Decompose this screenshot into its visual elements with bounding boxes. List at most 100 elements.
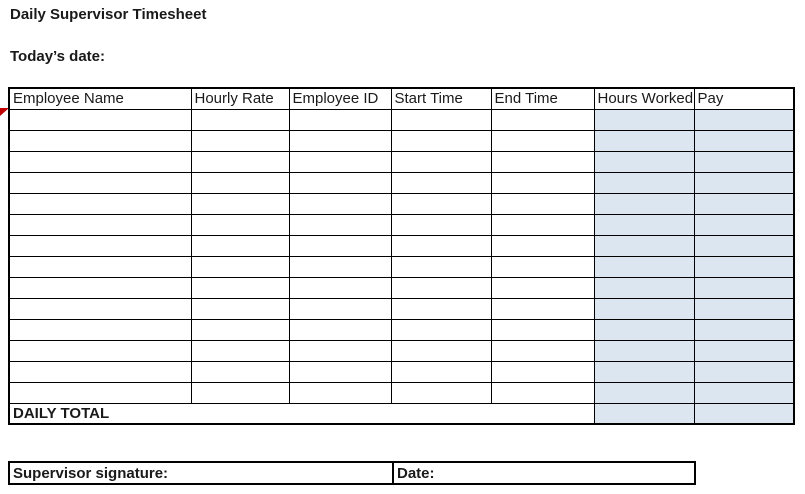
pay-cell[interactable] xyxy=(693,276,795,299)
employee-name-cell[interactable] xyxy=(8,318,192,341)
start-time-cell[interactable] xyxy=(390,276,492,299)
pay-cell[interactable] xyxy=(693,150,795,173)
hours-worked-cell[interactable] xyxy=(593,360,695,383)
hours-worked-cell[interactable] xyxy=(593,129,695,152)
start-time-cell[interactable] xyxy=(390,108,492,131)
end-time-cell[interactable] xyxy=(490,381,595,404)
employee-id-cell[interactable] xyxy=(288,360,392,383)
pay-cell[interactable] xyxy=(693,234,795,257)
hours-worked-cell[interactable] xyxy=(593,171,695,194)
end-time-cell[interactable] xyxy=(490,234,595,257)
employee-id-cell[interactable] xyxy=(288,255,392,278)
start-time-cell[interactable] xyxy=(390,255,492,278)
employee-id-cell[interactable] xyxy=(288,339,392,362)
end-time-cell[interactable] xyxy=(490,276,595,299)
employee-id-cell[interactable] xyxy=(288,213,392,236)
employee-id-cell[interactable] xyxy=(288,318,392,341)
employee-id-cell[interactable] xyxy=(288,108,392,131)
employee-name-cell[interactable] xyxy=(8,108,192,131)
end-time-cell[interactable] xyxy=(490,255,595,278)
pay-cell[interactable] xyxy=(693,171,795,194)
start-time-cell[interactable] xyxy=(390,150,492,173)
end-time-cell[interactable] xyxy=(490,171,595,194)
hours-worked-cell[interactable] xyxy=(593,318,695,341)
hours-worked-cell[interactable] xyxy=(593,150,695,173)
pay-cell[interactable] xyxy=(693,381,795,404)
employee-id-cell[interactable] xyxy=(288,150,392,173)
pay-cell[interactable] xyxy=(693,192,795,215)
employee-name-cell[interactable] xyxy=(8,381,192,404)
hourly-rate-cell[interactable] xyxy=(190,276,290,299)
hourly-rate-cell[interactable] xyxy=(190,108,290,131)
hourly-rate-cell[interactable] xyxy=(190,360,290,383)
employee-name-cell[interactable] xyxy=(8,213,192,236)
start-time-cell[interactable] xyxy=(390,381,492,404)
supervisor-signature-cell[interactable]: Supervisor signature: xyxy=(8,461,394,485)
hourly-rate-cell[interactable] xyxy=(190,318,290,341)
employee-name-cell[interactable] xyxy=(8,360,192,383)
pay-cell[interactable] xyxy=(693,108,795,131)
pay-cell[interactable] xyxy=(693,297,795,320)
daily-total-hours-worked-cell[interactable] xyxy=(593,402,695,424)
hourly-rate-cell[interactable] xyxy=(190,234,290,257)
employee-name-cell[interactable] xyxy=(8,150,192,173)
employee-id-cell[interactable] xyxy=(288,192,392,215)
hours-worked-cell[interactable] xyxy=(593,381,695,404)
start-time-cell[interactable] xyxy=(390,360,492,383)
employee-id-cell[interactable] xyxy=(288,129,392,152)
signature-date-cell[interactable]: Date: xyxy=(392,461,696,485)
employee-id-cell[interactable] xyxy=(288,171,392,194)
end-time-cell[interactable] xyxy=(490,213,595,236)
pay-cell[interactable] xyxy=(693,339,795,362)
hours-worked-cell[interactable] xyxy=(593,297,695,320)
employee-name-cell[interactable] xyxy=(8,129,192,152)
end-time-cell[interactable] xyxy=(490,150,595,173)
start-time-cell[interactable] xyxy=(390,171,492,194)
start-time-cell[interactable] xyxy=(390,339,492,362)
employee-name-cell[interactable] xyxy=(8,192,192,215)
hourly-rate-cell[interactable] xyxy=(190,255,290,278)
hours-worked-cell[interactable] xyxy=(593,255,695,278)
employee-name-cell[interactable] xyxy=(8,171,192,194)
employee-id-cell[interactable] xyxy=(288,234,392,257)
employee-id-cell[interactable] xyxy=(288,381,392,404)
employee-name-cell[interactable] xyxy=(8,276,192,299)
hourly-rate-cell[interactable] xyxy=(190,150,290,173)
start-time-cell[interactable] xyxy=(390,129,492,152)
hourly-rate-cell[interactable] xyxy=(190,171,290,194)
end-time-cell[interactable] xyxy=(490,192,595,215)
pay-cell[interactable] xyxy=(693,213,795,236)
hourly-rate-cell[interactable] xyxy=(190,381,290,404)
end-time-cell[interactable] xyxy=(490,297,595,320)
start-time-cell[interactable] xyxy=(390,234,492,257)
employee-id-cell[interactable] xyxy=(288,276,392,299)
start-time-cell[interactable] xyxy=(390,297,492,320)
start-time-cell[interactable] xyxy=(390,318,492,341)
pay-cell[interactable] xyxy=(693,360,795,383)
employee-id-cell[interactable] xyxy=(288,297,392,320)
hours-worked-cell[interactable] xyxy=(593,108,695,131)
hourly-rate-cell[interactable] xyxy=(190,339,290,362)
end-time-cell[interactable] xyxy=(490,360,595,383)
hours-worked-cell[interactable] xyxy=(593,213,695,236)
end-time-cell[interactable] xyxy=(490,339,595,362)
end-time-cell[interactable] xyxy=(490,108,595,131)
daily-total-pay-cell[interactable] xyxy=(693,402,795,424)
employee-name-cell[interactable] xyxy=(8,234,192,257)
hours-worked-cell[interactable] xyxy=(593,192,695,215)
hours-worked-cell[interactable] xyxy=(593,276,695,299)
hourly-rate-cell[interactable] xyxy=(190,129,290,152)
end-time-cell[interactable] xyxy=(490,318,595,341)
hours-worked-cell[interactable] xyxy=(593,339,695,362)
start-time-cell[interactable] xyxy=(390,192,492,215)
employee-name-cell[interactable] xyxy=(8,339,192,362)
employee-name-cell[interactable] xyxy=(8,297,192,320)
hourly-rate-cell[interactable] xyxy=(190,297,290,320)
end-time-cell[interactable] xyxy=(490,129,595,152)
start-time-cell[interactable] xyxy=(390,213,492,236)
pay-cell[interactable] xyxy=(693,129,795,152)
pay-cell[interactable] xyxy=(693,318,795,341)
hours-worked-cell[interactable] xyxy=(593,234,695,257)
hourly-rate-cell[interactable] xyxy=(190,192,290,215)
hourly-rate-cell[interactable] xyxy=(190,213,290,236)
